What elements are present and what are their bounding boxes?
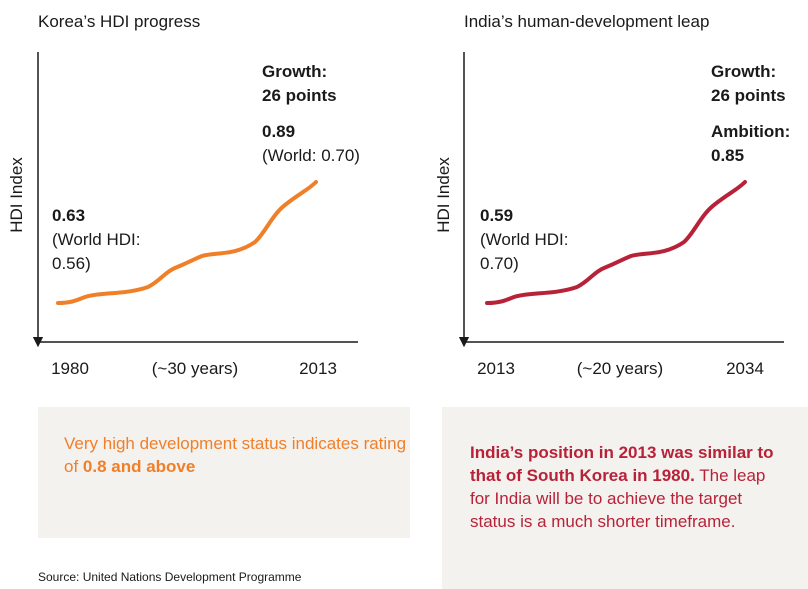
x-label: 2034 — [726, 359, 764, 378]
note-box: Very high development status indicates r… — [38, 407, 410, 538]
axes — [464, 52, 784, 342]
growth-label: Growth: — [711, 62, 776, 81]
y-label: HDI Index — [7, 157, 26, 233]
trend-line — [485, 180, 747, 305]
start-note: 0.70) — [480, 254, 519, 273]
note-box: India’s position in 2013 was similar to … — [442, 407, 808, 589]
trend-line — [56, 180, 318, 305]
note-text: The leap for India will be to achieve th… — [470, 466, 766, 531]
growth-label: 26 points — [262, 86, 337, 105]
end-note: 0.85 — [711, 146, 744, 165]
start-note: 0.56) — [52, 254, 91, 273]
x-label: 2013 — [299, 359, 337, 378]
x-label: (~30 years) — [152, 359, 238, 378]
note-text: Very high development status indicates r… — [64, 434, 407, 476]
end-value: 0.89 — [262, 122, 295, 141]
growth-label: Growth: — [262, 62, 327, 81]
panel-title: India’s human-development leap — [464, 12, 709, 31]
source: Source: United Nations Development Progr… — [38, 570, 302, 584]
x-label: 2013 — [477, 359, 515, 378]
start-note: (World HDI: — [52, 230, 140, 249]
axes — [38, 52, 358, 342]
note-bold: India’s position in 2013 was similar to … — [470, 443, 774, 485]
start-note: (World HDI: — [480, 230, 568, 249]
start-value: 0.59 — [480, 206, 513, 225]
panel-title: Korea’s HDI progress — [38, 12, 200, 31]
end-note: (World: 0.70) — [262, 146, 360, 165]
growth-label: 26 points — [711, 86, 786, 105]
x-label: 1980 — [51, 359, 89, 378]
start-value: 0.63 — [52, 206, 85, 225]
note-bold: 0.8 and above — [82, 457, 196, 476]
y-label: HDI Index — [434, 157, 453, 233]
end-value: Ambition: — [711, 122, 790, 141]
x-label: (~20 years) — [577, 359, 663, 378]
